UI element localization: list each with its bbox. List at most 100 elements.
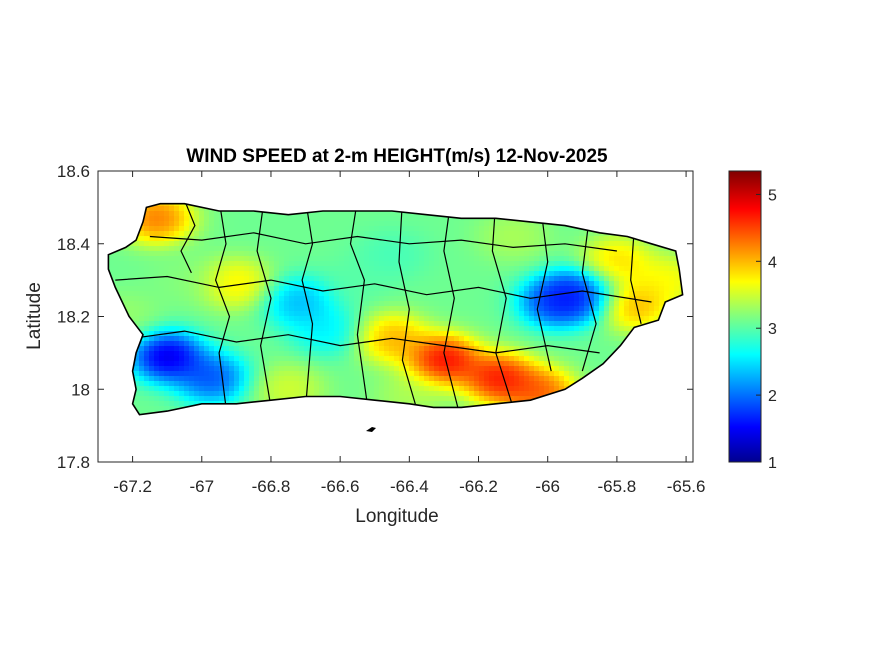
heat-cell — [299, 316, 305, 322]
heat-cell — [244, 376, 250, 382]
heat-cell — [459, 226, 465, 232]
heat-cell — [404, 221, 410, 227]
heat-cell — [284, 386, 290, 392]
heat-cell — [599, 241, 605, 247]
heat-cell — [579, 336, 585, 342]
heat-cell — [189, 391, 195, 397]
heat-cell — [504, 391, 510, 397]
heat-cell — [154, 276, 160, 282]
heat-cell — [274, 241, 280, 247]
heat-cell — [384, 271, 390, 277]
heat-cell — [214, 306, 220, 312]
heat-cell — [619, 291, 625, 297]
heat-cell — [409, 371, 415, 377]
heat-cell — [499, 236, 505, 242]
heat-cell — [289, 386, 295, 392]
heat-cell — [119, 251, 125, 257]
heat-cell — [464, 231, 470, 237]
heat-cell — [594, 361, 600, 367]
heat-cell — [249, 246, 255, 252]
heat-cell — [239, 321, 245, 327]
heat-cell — [524, 381, 530, 387]
heat-cell — [519, 251, 525, 257]
heat-cell — [214, 371, 220, 377]
heat-cell — [339, 276, 345, 282]
heat-cell — [239, 376, 245, 382]
heat-cell — [199, 221, 205, 227]
heat-cell — [514, 381, 520, 387]
heat-cell — [209, 261, 215, 267]
heat-cell — [139, 266, 145, 272]
heat-cell — [144, 211, 150, 217]
heat-cell — [349, 346, 355, 352]
heat-cell — [354, 316, 360, 322]
heat-cell — [399, 306, 405, 312]
heat-cell — [229, 326, 235, 332]
heat-cell — [529, 226, 535, 232]
heat-cell — [384, 376, 390, 382]
heat-cell — [579, 326, 585, 332]
heat-cell — [169, 326, 175, 332]
heat-cell — [224, 311, 230, 317]
heat-cell — [374, 241, 380, 247]
heat-cell — [229, 336, 235, 342]
heat-cell — [159, 401, 165, 407]
heat-cell — [164, 396, 170, 402]
heat-cell — [404, 356, 410, 362]
heat-cell — [349, 271, 355, 277]
heat-cell — [429, 246, 435, 252]
heat-cell — [274, 246, 280, 252]
heat-cell — [149, 316, 155, 322]
heat-cell — [444, 341, 450, 347]
heat-cell — [519, 386, 525, 392]
heat-cell — [404, 396, 410, 402]
heat-cell — [584, 321, 590, 327]
heat-cell — [519, 396, 525, 402]
heat-cell — [149, 286, 155, 292]
heat-cell — [394, 351, 400, 357]
heat-cell — [354, 321, 360, 327]
heat-cell — [444, 236, 450, 242]
heat-cell — [459, 366, 465, 372]
heat-cell — [179, 386, 185, 392]
heat-cell — [389, 226, 395, 232]
heat-cell — [309, 261, 315, 267]
heat-cell — [239, 266, 245, 272]
heat-cell — [269, 221, 275, 227]
heat-cell — [394, 316, 400, 322]
heat-cell — [334, 336, 340, 342]
heat-cell — [479, 291, 485, 297]
heat-cell — [389, 251, 395, 257]
heat-cell — [249, 351, 255, 357]
heat-cell — [224, 346, 230, 352]
heat-cell — [419, 396, 425, 402]
heat-cell — [249, 226, 255, 232]
heat-cell — [184, 381, 190, 387]
heat-cell — [599, 301, 605, 307]
heat-cell — [304, 266, 310, 272]
heat-cell — [454, 306, 460, 312]
heat-cell — [184, 396, 190, 402]
heat-cell — [379, 291, 385, 297]
heat-cell — [634, 251, 640, 257]
heat-cell — [209, 376, 215, 382]
heat-cell — [574, 281, 580, 287]
heat-cell — [229, 371, 235, 377]
heat-cell — [574, 371, 580, 377]
heat-cell — [169, 291, 175, 297]
heat-cell — [329, 311, 335, 317]
heat-cell — [324, 381, 330, 387]
heat-cell — [174, 331, 180, 337]
heat-cell — [199, 391, 205, 397]
heat-cell — [169, 401, 175, 407]
heat-cell — [274, 351, 280, 357]
heat-cell — [159, 306, 165, 312]
heat-cell — [464, 261, 470, 267]
heat-cell — [319, 221, 325, 227]
heat-cell — [359, 236, 365, 242]
heat-cell — [189, 206, 195, 212]
heat-cell — [359, 226, 365, 232]
heat-cell — [549, 301, 555, 307]
heat-cell — [309, 276, 315, 282]
heat-cell — [229, 241, 235, 247]
